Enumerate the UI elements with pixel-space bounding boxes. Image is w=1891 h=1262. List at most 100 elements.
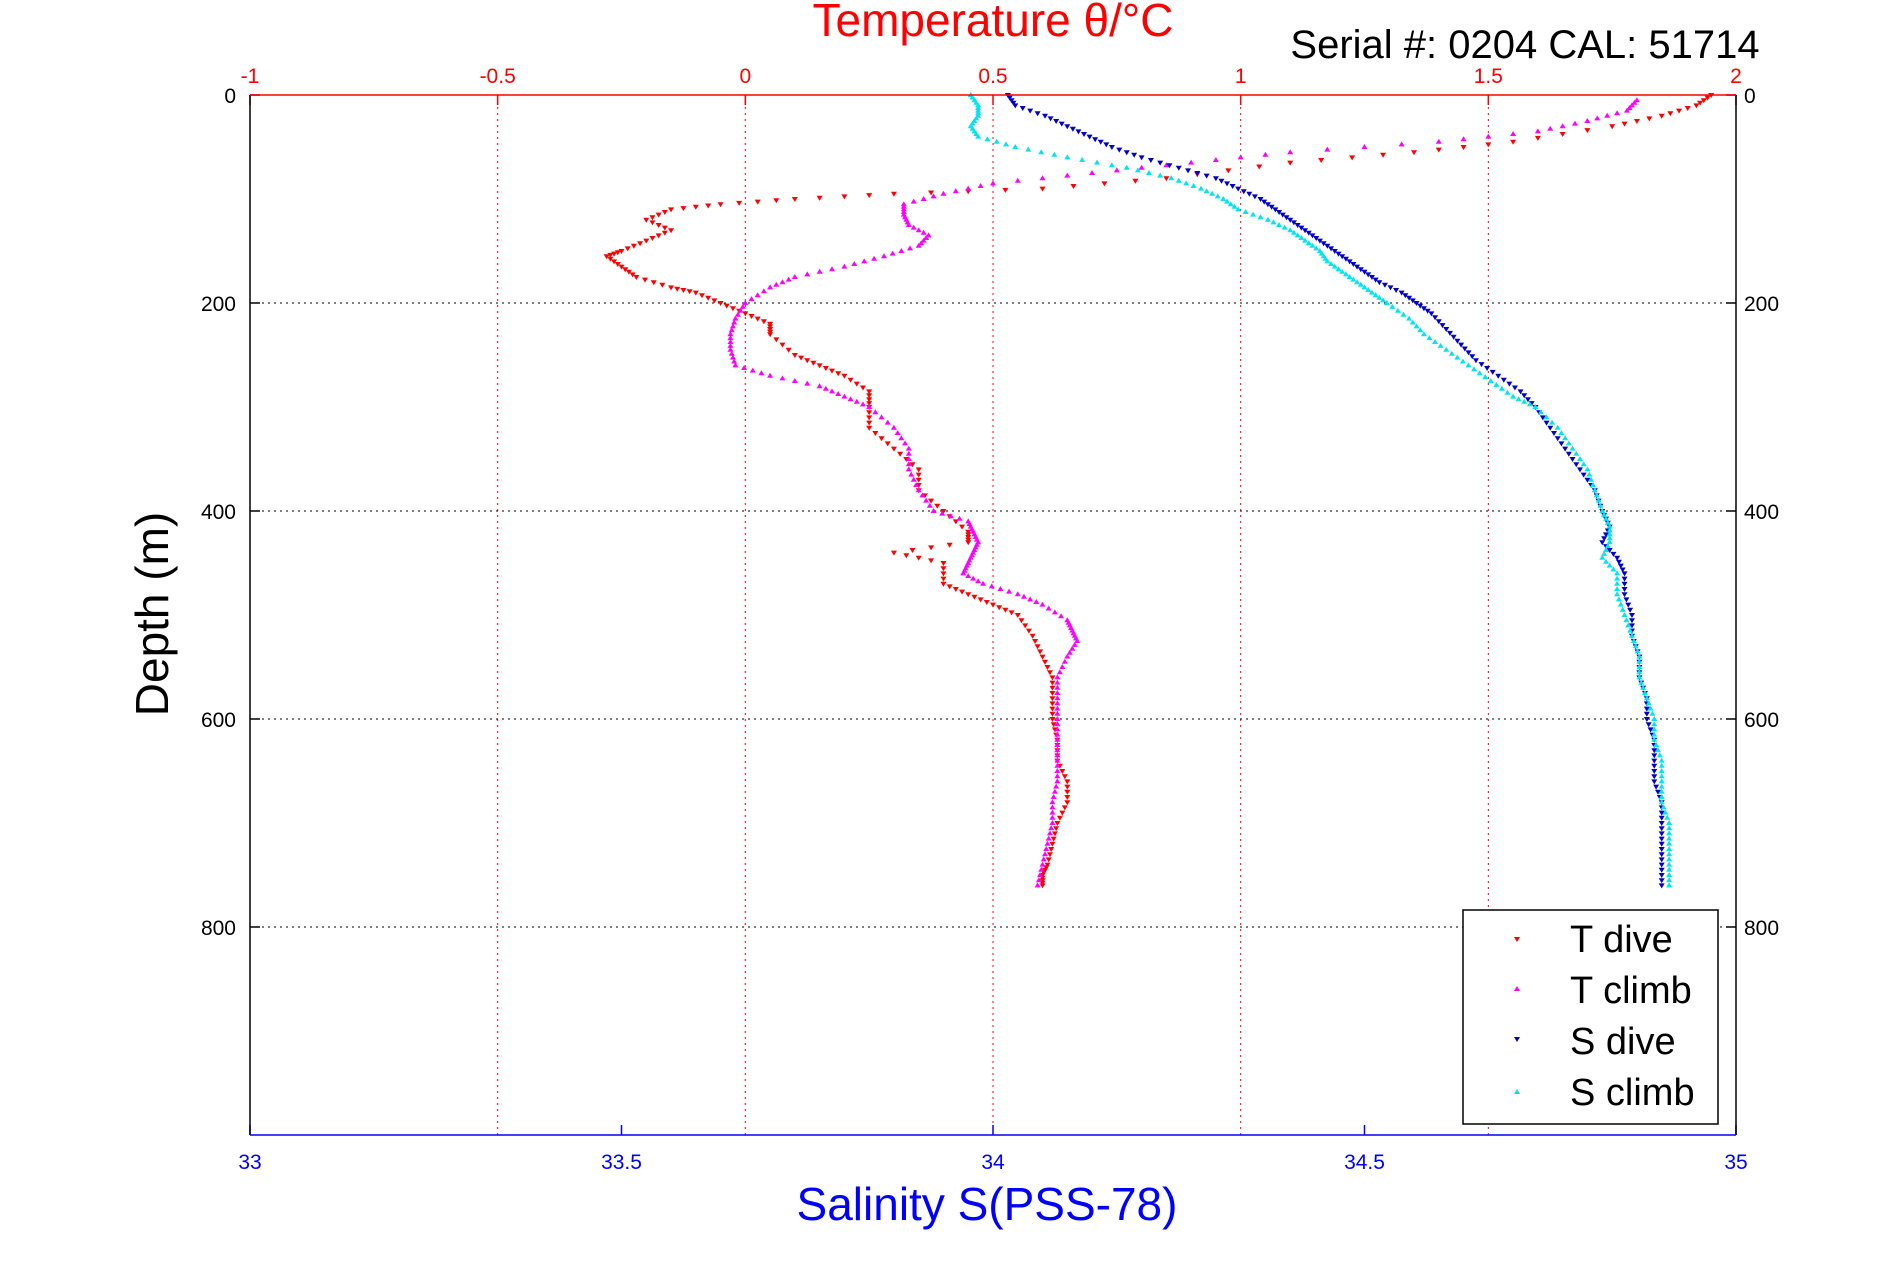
data-point: [835, 391, 842, 396]
data-point: [1049, 814, 1056, 820]
data-point: [1257, 214, 1264, 220]
data-point: [773, 337, 780, 343]
data-point: [1014, 613, 1021, 618]
data-point: [1061, 658, 1068, 664]
data-point: [779, 342, 786, 348]
data-point: [1070, 184, 1077, 189]
data-point: [1636, 653, 1643, 659]
data-point: [965, 185, 972, 191]
data-point: [1632, 643, 1639, 649]
data-point: [1454, 354, 1461, 360]
data-point: [1042, 113, 1049, 119]
data-point: [1071, 641, 1078, 647]
data-point: [1045, 835, 1052, 841]
data-point: [1526, 401, 1533, 407]
data-point: [835, 371, 842, 377]
data-point: [1048, 847, 1055, 852]
data-point: [1666, 866, 1673, 872]
data-point: [1658, 826, 1665, 832]
data-point: [1606, 527, 1613, 533]
data-point: [748, 296, 755, 302]
data-point: [1500, 377, 1507, 383]
data-point: [997, 586, 1004, 591]
data-point: [1599, 554, 1606, 560]
data-point: [915, 467, 922, 473]
data-point: [1328, 261, 1335, 266]
data-point: [1064, 154, 1071, 160]
data-point: [1443, 346, 1450, 352]
data-point: [1037, 872, 1044, 877]
data-point: [1658, 773, 1665, 779]
data-point: [1287, 217, 1294, 223]
data-point: [1054, 726, 1061, 732]
data-point: [841, 373, 848, 379]
data-point: [1006, 95, 1013, 101]
data-point: [1435, 138, 1442, 144]
bottom-tick-label: 33: [238, 1151, 261, 1174]
data-point: [1380, 152, 1387, 158]
data-point: [1050, 794, 1057, 799]
data-point: [1693, 103, 1700, 109]
bottom-tick-label: 35: [1724, 1151, 1747, 1174]
data-point: [1350, 276, 1357, 282]
data-point: [1666, 840, 1673, 846]
data-point: [1268, 204, 1275, 210]
data-point: [1042, 851, 1049, 857]
data-point: [866, 404, 873, 409]
data-point: [1633, 97, 1640, 103]
data-point: [1037, 649, 1044, 655]
data-point: [900, 209, 907, 214]
data-point: [668, 207, 675, 213]
data-point: [668, 228, 675, 234]
data-point: [1040, 856, 1047, 862]
data-point: [1465, 362, 1472, 368]
data-point: [1643, 717, 1650, 722]
data-point: [611, 259, 618, 265]
data-point: [928, 190, 935, 196]
data-point: [1621, 592, 1628, 598]
data-point: [1653, 742, 1660, 747]
data-point: [785, 347, 792, 353]
data-point: [959, 589, 966, 595]
data-point: [1443, 327, 1450, 332]
data-point: [1406, 315, 1413, 321]
data-point: [729, 354, 736, 360]
data-point: [1584, 128, 1591, 134]
data-point: [1049, 809, 1056, 815]
data-point: [1651, 716, 1658, 721]
data-point: [1054, 747, 1061, 753]
data-point: [1305, 240, 1312, 246]
data-point: [1485, 142, 1492, 148]
top-tick-label: 1.5: [1474, 65, 1503, 88]
data-point: [622, 267, 629, 273]
data-point: [1472, 358, 1479, 364]
data-point: [923, 497, 930, 503]
data-point: [1331, 263, 1338, 269]
data-point: [791, 274, 798, 279]
data-point: [884, 441, 891, 447]
data-point: [816, 363, 823, 369]
data-point: [791, 353, 798, 358]
data-point: [1666, 851, 1673, 857]
data-point: [1666, 835, 1673, 841]
data-point: [1664, 814, 1671, 820]
data-point: [1163, 162, 1170, 168]
data-point: [1398, 141, 1405, 147]
data-point: [940, 566, 947, 572]
data-point: [1651, 769, 1658, 774]
data-point: [1229, 184, 1236, 189]
data-point: [1361, 144, 1368, 149]
data-point: [1138, 164, 1145, 170]
data-point: [1628, 102, 1635, 108]
data-point: [1012, 103, 1019, 109]
data-point: [1409, 319, 1416, 325]
data-point: [729, 306, 736, 312]
data-point: [1476, 370, 1483, 376]
data-point: [866, 397, 873, 403]
data-point: [1532, 404, 1539, 409]
data-point: [1459, 358, 1466, 364]
data-point: [1617, 563, 1624, 569]
data-point: [1261, 199, 1268, 205]
data-point: [1461, 346, 1468, 352]
data-point: [668, 285, 675, 291]
